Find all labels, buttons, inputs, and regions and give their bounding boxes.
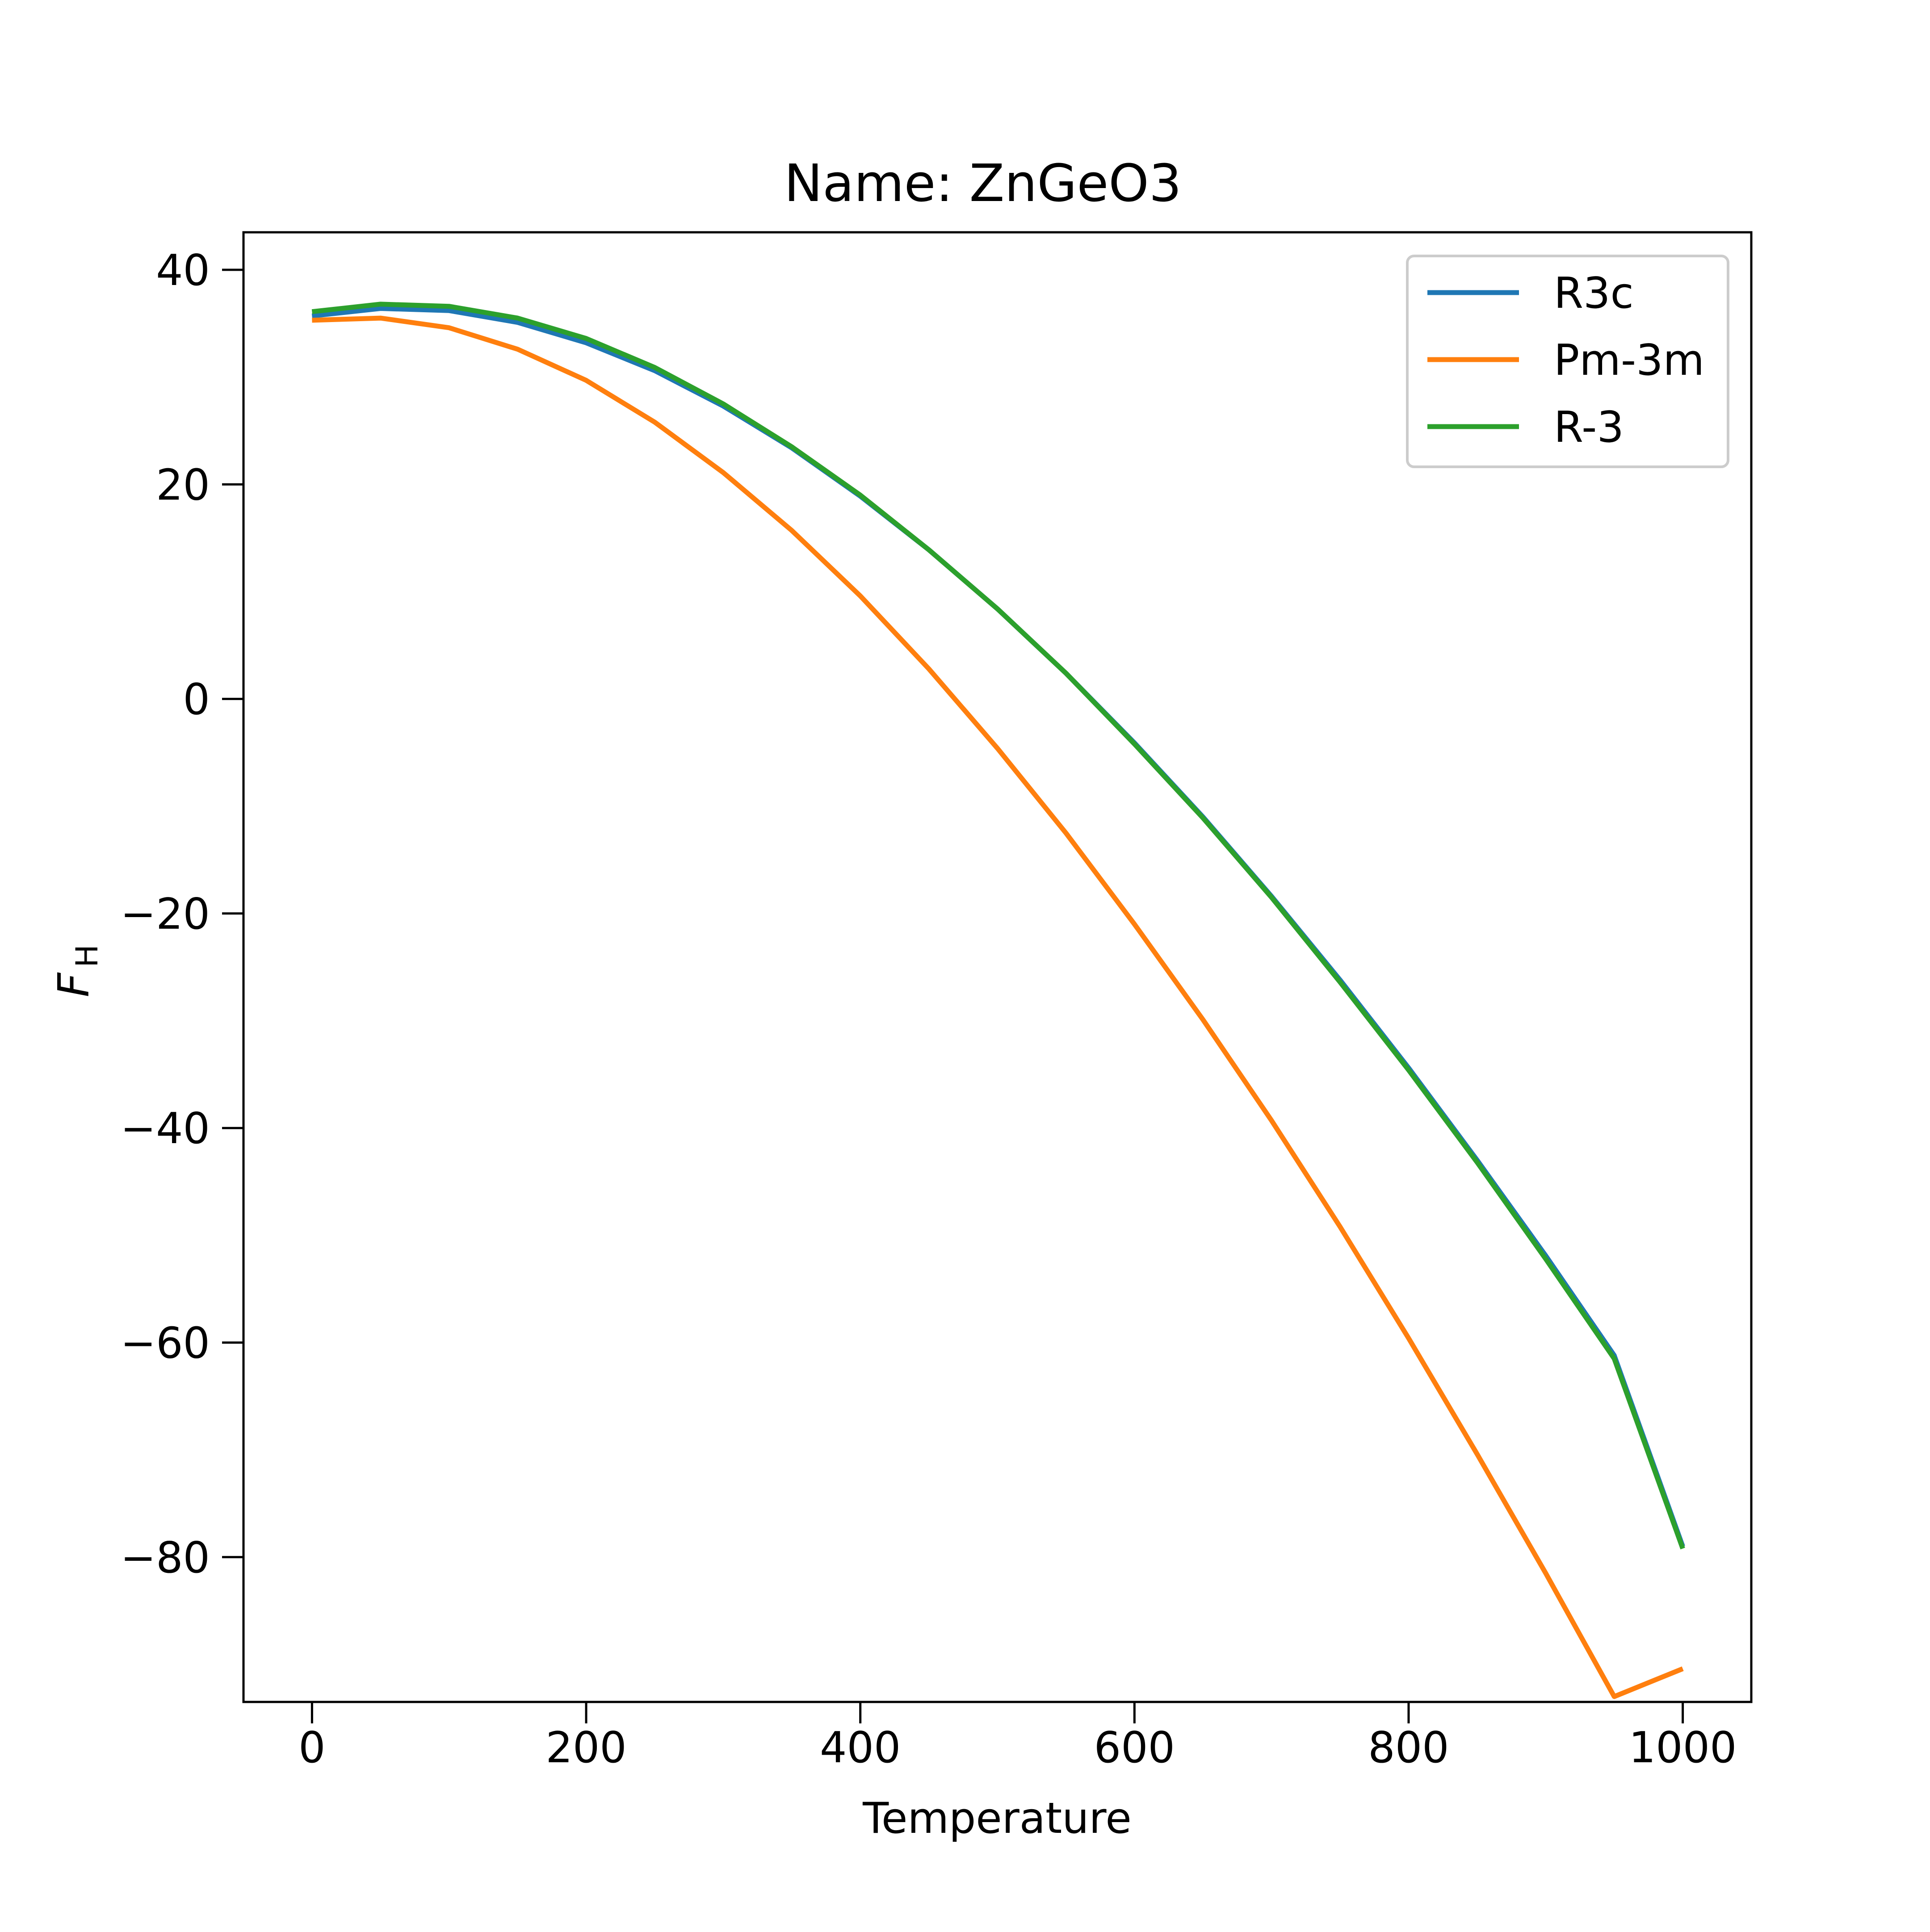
y-tick-label: −60 [121,1319,210,1368]
y-tick-label: −20 [121,890,210,939]
y-tick-label: 40 [156,246,210,295]
y-axis: 40 20 0 −20 −40 −60 −80 [121,246,243,1583]
y-tick-label: −80 [121,1534,210,1583]
plot-area [242,231,1753,1703]
y-tick-label: −40 [121,1104,210,1153]
chart-title: Name: ZnGeO3 [784,154,1182,214]
y-axis-label-main: F [50,972,99,997]
x-tick-label: 200 [545,1723,626,1773]
x-tick-label: 800 [1368,1723,1449,1773]
axes-frame [242,231,1753,1703]
x-axis: 0 200 400 600 800 1000 [298,1702,1737,1773]
series-line-r-3 [311,302,1685,1550]
legend-label: Pm-3m [1554,336,1704,385]
legend-label: R-3 [1554,403,1624,452]
x-axis-label: Temperature [862,1794,1132,1843]
series-layer [311,302,1685,1699]
x-tick-label: 1000 [1629,1723,1737,1773]
y-axis-label-subscript: H [70,944,105,967]
legend-label: R3c [1554,269,1634,318]
series-line-pm-3m [312,315,1684,1699]
y-tick-label: 0 [183,675,210,725]
x-tick-label: 400 [820,1723,901,1773]
y-axis-label: F H [50,944,105,997]
legend-box [1406,255,1729,468]
x-tick-label: 600 [1094,1723,1175,1773]
x-tick-label: 0 [298,1723,325,1773]
legend: R3c Pm-3m R-3 [1406,255,1729,468]
y-tick-label: 20 [156,461,210,510]
